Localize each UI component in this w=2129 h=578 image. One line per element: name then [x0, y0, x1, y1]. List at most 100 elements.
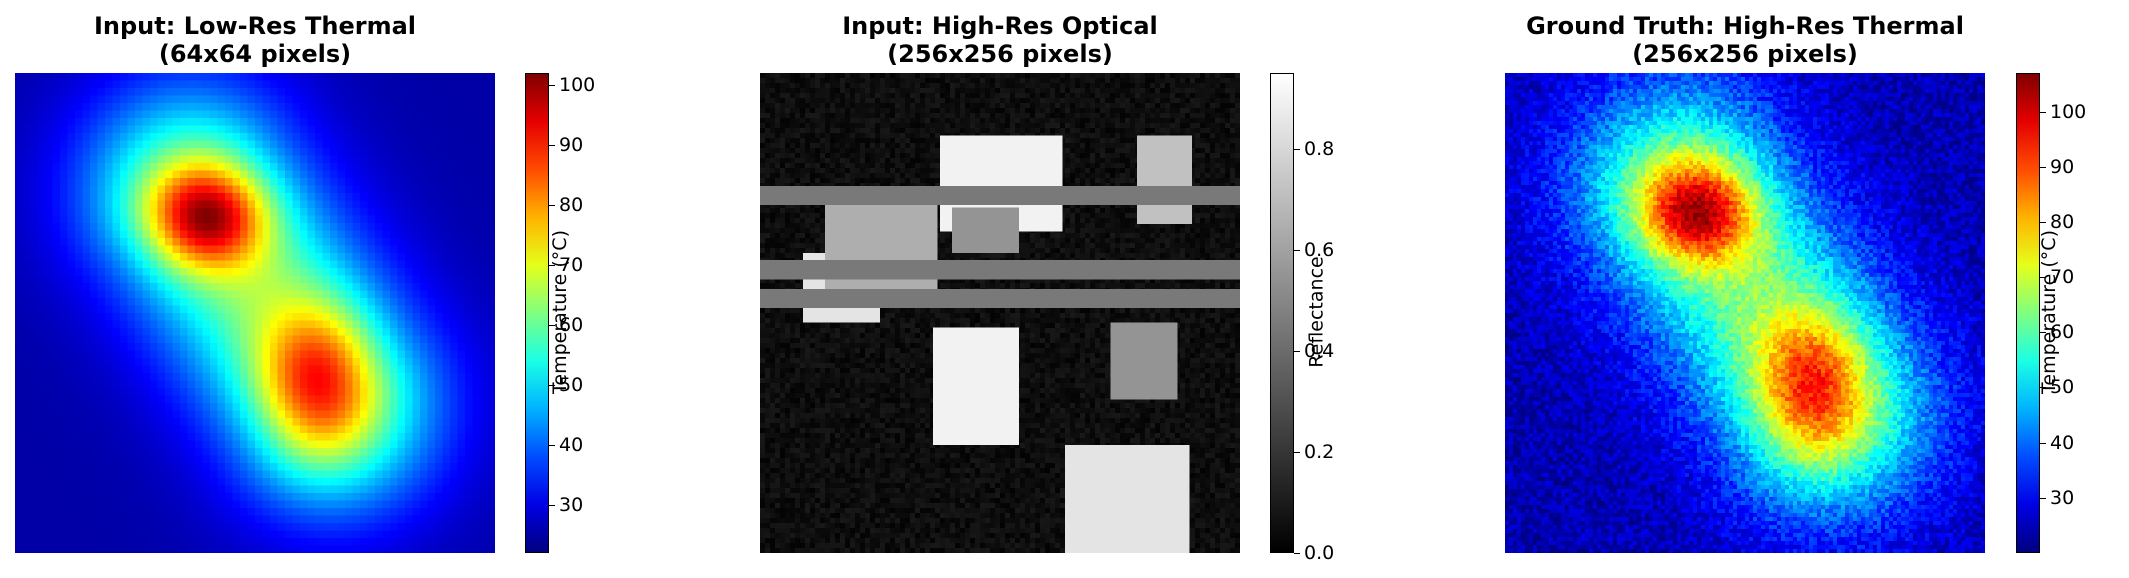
background-cell [985, 108, 991, 114]
heatmap-cell [352, 275, 361, 284]
heatmap-cell [247, 440, 256, 449]
heatmap-cell [435, 163, 443, 171]
heatmap-cell [375, 470, 383, 479]
background-cell [955, 73, 961, 79]
heatmap-cell [180, 320, 188, 329]
heatmap-cell [322, 410, 331, 419]
heatmap-cell [112, 245, 121, 254]
background-cell [1020, 93, 1026, 99]
background-cell [1030, 78, 1036, 84]
heatmap-cell [82, 335, 91, 344]
background-cell [920, 98, 926, 104]
heatmap-cell [405, 313, 413, 321]
background-cell [1120, 98, 1126, 104]
heatmap-cell [255, 200, 263, 209]
heatmap-cell [480, 230, 488, 239]
heatmap-cell [60, 508, 68, 516]
heatmap-cell [217, 440, 226, 449]
heatmap-cell [157, 178, 166, 186]
heatmap-cell [412, 133, 421, 141]
heatmap-cell [300, 478, 308, 486]
heatmap-cell [112, 493, 121, 501]
heatmap-cell [412, 523, 421, 531]
heatmap-cell [195, 170, 203, 179]
heatmap-cell [187, 493, 196, 501]
heatmap-cell [375, 545, 383, 553]
heatmap-cell [427, 478, 436, 486]
heatmap-cell [330, 493, 338, 501]
heatmap-cell [405, 478, 413, 486]
heatmap-cell [202, 343, 211, 351]
heatmap-cell [427, 178, 436, 186]
heatmap-cell [30, 365, 38, 374]
heatmap-cell [450, 223, 458, 231]
heatmap-cell [225, 185, 233, 194]
heatmap-cell [390, 125, 398, 134]
heatmap-cell [367, 538, 376, 546]
heatmap-cell [22, 133, 31, 141]
heatmap-cell [285, 208, 293, 216]
heatmap-cell [240, 260, 248, 269]
background-cell [960, 108, 966, 114]
heatmap-cell [142, 178, 151, 186]
heatmap-cell [307, 148, 316, 156]
heatmap-cell [165, 185, 173, 194]
heatmap-cell [465, 178, 473, 186]
background-cell [960, 103, 966, 109]
heatmap-cell [195, 388, 203, 396]
heatmap-cell [187, 245, 196, 254]
heatmap-cell [397, 103, 406, 111]
heatmap-cell [240, 500, 248, 509]
background-cell [850, 88, 856, 94]
heatmap-cell [285, 410, 293, 419]
heatmap-cell [15, 208, 23, 216]
heatmap-cell [82, 380, 91, 389]
heatmap-cell [412, 140, 421, 149]
background-cell [1210, 98, 1216, 104]
heatmap-cell [187, 268, 196, 276]
heatmap-cell [292, 268, 301, 276]
heatmap-cell [465, 395, 473, 404]
background-cell [960, 73, 966, 79]
background-cell [1015, 83, 1021, 89]
heatmap-cell [157, 125, 166, 134]
heatmap-cell [60, 478, 68, 486]
heatmap-cell [375, 418, 383, 426]
heatmap-cell [60, 253, 68, 261]
heatmap-cell [472, 395, 481, 404]
heatmap-cell [225, 148, 233, 156]
heatmap-cell [450, 403, 458, 411]
heatmap-cell [217, 148, 226, 156]
heatmap-cell [82, 493, 91, 501]
background-cell [1030, 93, 1036, 99]
heatmap-cell [240, 545, 248, 553]
heatmap-cell [45, 485, 53, 494]
background-cell [795, 78, 801, 84]
background-cell [875, 93, 881, 99]
background-cell [1205, 103, 1211, 109]
heatmap-cell [367, 193, 376, 201]
heatmap-cell [345, 418, 353, 426]
heatmap-cell [442, 403, 451, 411]
heatmap-cell [90, 508, 98, 516]
heatmap-cell [45, 313, 53, 321]
heatmap-cell [285, 155, 293, 164]
heatmap-cell [390, 335, 398, 344]
heatmap-cell [465, 365, 473, 374]
heatmap-cell [345, 485, 353, 494]
heatmap-cell [285, 223, 293, 231]
background-cell [1200, 108, 1206, 114]
heatmap-cell [150, 373, 158, 381]
heatmap-cell [82, 358, 91, 366]
heatmap-cell [60, 208, 68, 216]
background-cell [1110, 103, 1116, 109]
background-cell [930, 103, 936, 109]
heatmap-cell [435, 275, 443, 284]
heatmap-cell [37, 440, 46, 449]
heatmap-cell [450, 433, 458, 441]
heatmap-cell [450, 358, 458, 366]
heatmap-cell [420, 163, 428, 171]
heatmap-cell [22, 125, 31, 134]
heatmap-cell [195, 140, 203, 149]
heatmap-cell [480, 455, 488, 464]
